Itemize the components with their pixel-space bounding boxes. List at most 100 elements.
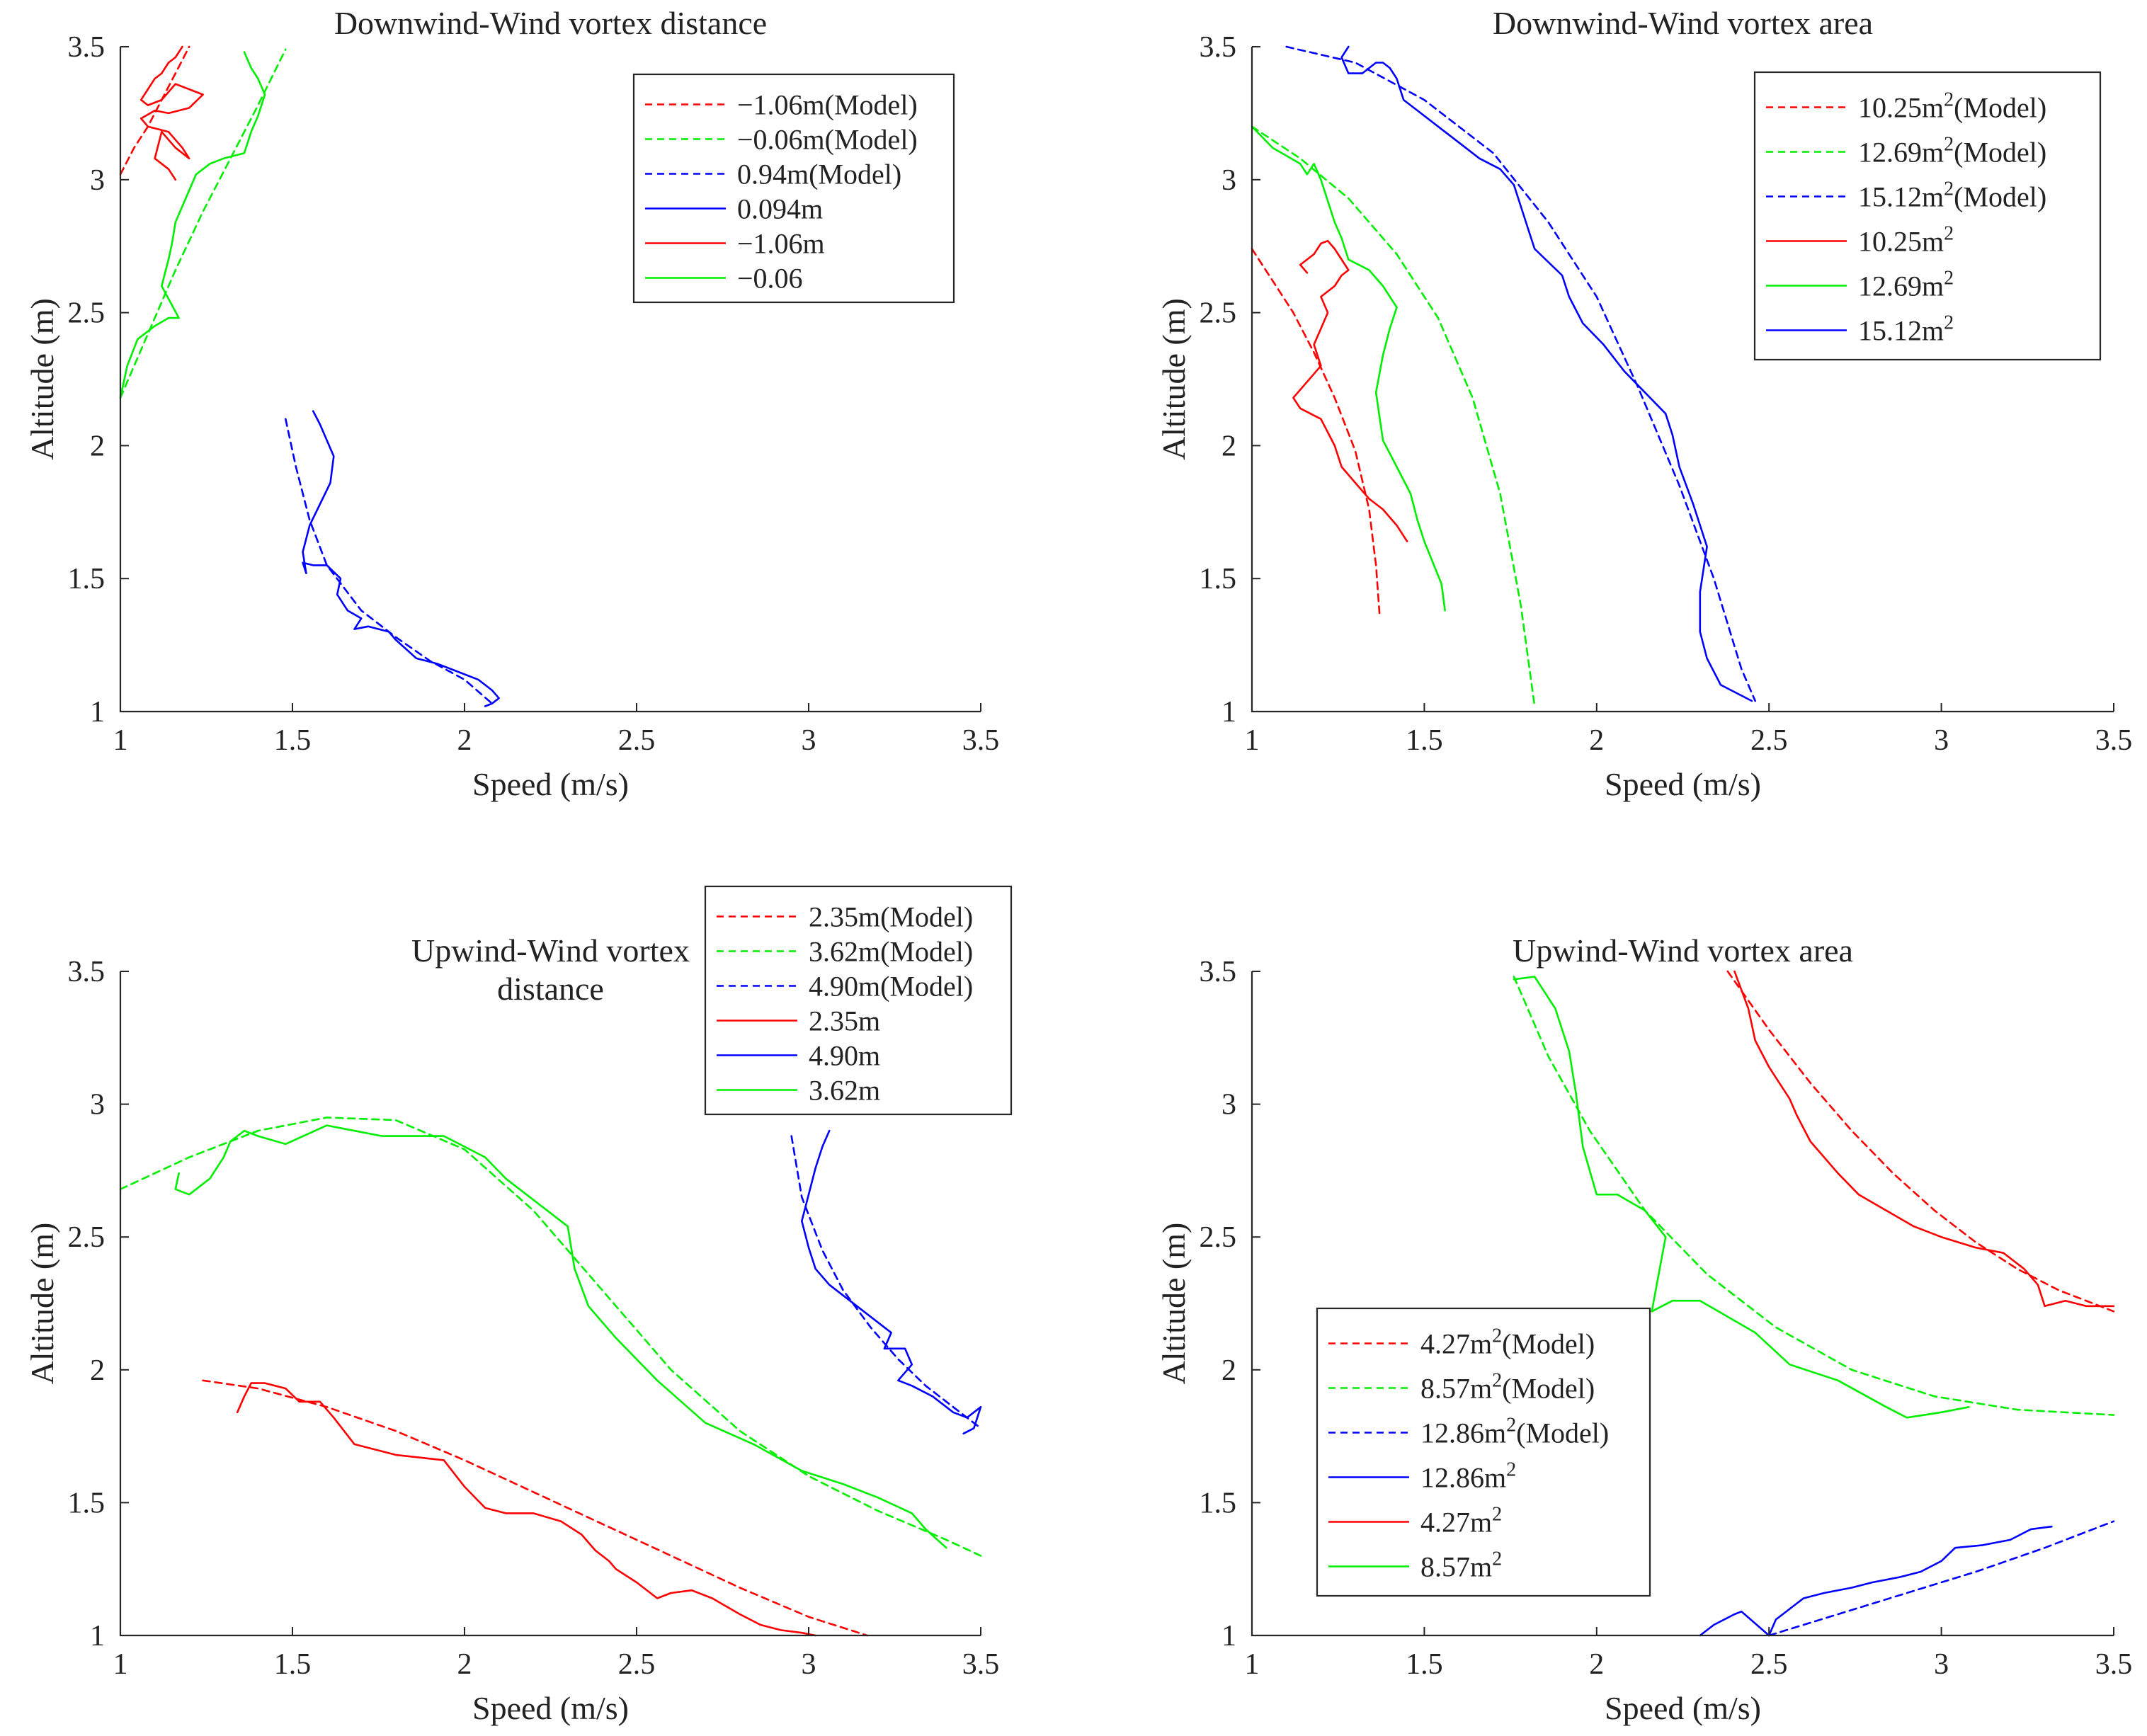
y-tick-label: 2.5 [68,297,106,330]
x-tick-label: 3 [802,1648,816,1681]
x-tick-label: 3.5 [2095,1648,2133,1681]
x-tick-label: 3.5 [962,1648,1000,1681]
series-line-red-dashed [119,45,190,176]
legend-label: 12.69m2 [1858,268,1954,302]
y-tick-label: 3 [90,164,105,197]
legend-label: −0.06m(Model) [737,124,918,156]
y-tick-label: 1 [90,696,105,729]
chart-title: Upwind-Wind vortex [411,932,690,969]
x-tick-label: 1.5 [274,724,312,757]
legend-label: 4.90m(Model) [809,971,973,1003]
y-axis-label: Altitude (m) [24,1223,60,1385]
y-tick-label: 3 [90,1089,105,1121]
y-tick-label: 2.5 [68,1221,106,1254]
y-tick-label: 2 [1221,1354,1236,1387]
y-tick-label: 1.5 [68,563,106,595]
legend-label: 12.69m2(Model) [1858,134,2046,169]
legend-label: 0.94m(Model) [737,159,901,190]
y-tick-label: 1 [1221,696,1236,729]
x-axis-label: Speed (m/s) [1605,1690,1761,1726]
series-line-blue-solid [1340,45,1753,702]
x-tick-label: 1 [113,1648,128,1681]
chart-panel-2: 1 1.5 2 2.5 3 3.5 1 1.5 2 2.5 3 3.5 Speed (m/s) Altit… [1156,5,2132,802]
y-tick-label: 1.5 [1200,563,1237,595]
legend-label: 2.35m(Model) [809,901,973,933]
y-tick-label: 3 [1221,164,1236,197]
y-tick-label: 2.5 [1200,297,1237,330]
series-line-blue-solid [302,410,500,707]
legend-label: 10.25m2 [1858,223,1954,258]
chart-title: Upwind-Wind vortex area [1513,932,1853,969]
series-line-blue-dashed [285,418,494,704]
y-tick-label: 2 [90,430,105,462]
legend-box [632,73,955,304]
legend-label: −1.06m(Model) [737,89,918,121]
series-line-green-dashed [119,48,287,399]
series-line-green-solid [119,51,266,399]
series-line-red-solid [236,1382,816,1637]
chart-panel-4: 1 1.5 2 2.5 3 3.5 1 1.5 2 2.5 3 3.5 Speed (m/s) Altit… [1156,932,2132,1726]
y-tick-label: 2.5 [1200,1221,1237,1254]
x-tick-label: 2 [1589,1648,1604,1681]
series-line-blue-dashed [790,1135,982,1429]
x-tick-label: 2.5 [618,1648,656,1681]
y-axis-label: Altitude (m) [24,298,60,460]
chart-title: Downwind-Wind vortex area [1493,5,1873,41]
series-line-green-dashed [1513,976,2115,1416]
legend-label: 10.25m2(Model) [1858,89,2046,124]
series-line-blue-dashed [1767,1520,2115,1637]
y-tick-label: 3 [1221,1089,1236,1121]
x-axis-label: Speed (m/s) [1605,766,1761,802]
y-tick-label: 2 [1221,430,1236,462]
series-line-red-solid [1733,970,2115,1308]
legend-box [1753,71,2102,361]
legend-label: 4.27m2(Model) [1420,1325,1595,1360]
x-axis-label: Speed (m/s) [472,766,629,802]
series-line-blue-dashed [1285,45,1756,702]
x-tick-label: 2.5 [1750,724,1788,757]
x-tick-label: 1 [113,724,128,757]
x-tick-label: 3.5 [2095,724,2133,757]
y-axis-label: Altitude (m) [1156,298,1192,460]
series-line-red-dashed [1726,970,2115,1313]
y-tick-label: 3.5 [1200,956,1237,988]
y-tick-label: 1 [90,1620,105,1652]
x-tick-label: 2.5 [1750,1648,1788,1681]
x-tick-label: 3 [1934,724,1949,757]
x-tick-label: 3 [802,724,816,757]
series-line-green-solid [174,1124,947,1549]
legend-label: 4.27m2 [1420,1504,1502,1538]
x-tick-label: 1.5 [274,1648,312,1681]
series-line-green-solid [1513,976,1970,1419]
x-axis-label: Speed (m/s) [472,1690,629,1726]
y-tick-label: 1 [1221,1620,1236,1652]
legend-label: 3.62m(Model) [809,936,973,968]
legend-label: 12.86m2 [1420,1459,1516,1494]
legend-label: 8.57m2 [1420,1548,1502,1583]
series-line-green-solid [1251,125,1446,612]
x-tick-label: 2 [457,1648,472,1681]
chart-title: Downwind-Wind vortex distance [334,5,767,41]
legend-label: 15.12m2 [1858,312,1954,347]
y-tick-label: 1.5 [68,1487,106,1519]
chart-panel-1: 1 1.5 2 2.5 3 3.5 1 1.5 2 2.5 3 3.5 Speed (m/s) Altit… [24,5,999,802]
y-tick-label: 3.5 [1200,31,1237,64]
series-line-blue-solid [1699,1525,2053,1637]
x-tick-label: 1.5 [1406,1648,1443,1681]
x-tick-label: 2 [457,724,472,757]
chart-panel-3: 1 1.5 2 2.5 3 3.5 1 1.5 2 2.5 3 3.5 Speed (m/s) Altit… [24,885,1013,1726]
series-line-green-dashed [1251,125,1536,707]
series-line-blue-solid [801,1129,982,1435]
legend-label: −0.06 [737,263,803,295]
y-tick-label: 3.5 [68,956,106,988]
legend-label: 8.57m2(Model) [1420,1370,1595,1405]
legend-label: 4.90m [809,1040,880,1072]
chart-title: distance [497,971,604,1007]
series-line-red-solid [139,45,204,181]
x-tick-label: 2.5 [618,724,656,757]
x-tick-label: 3 [1934,1648,1949,1681]
y-tick-label: 1.5 [1200,1487,1237,1519]
x-tick-label: 1 [1245,1648,1260,1681]
series-line-red-dashed [1251,248,1381,615]
